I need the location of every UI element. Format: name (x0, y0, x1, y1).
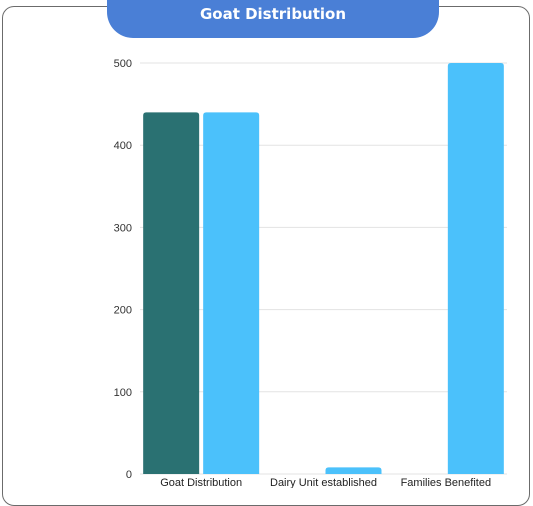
y-tick-label: 500 (114, 58, 132, 70)
chart-card (2, 6, 530, 506)
bar (203, 112, 260, 474)
x-tick-label: Families Benefited (401, 477, 492, 488)
y-tick-label: 100 (114, 387, 132, 399)
bar-chart: 0 100 200 300 400 500 Goat Distribution Dairy … (114, 58, 507, 488)
x-axis-labels: Goat Distribution Dairy Unit established F… (160, 477, 491, 488)
bar (447, 63, 504, 474)
bar (143, 112, 200, 474)
y-tick-label: 200 (114, 305, 132, 317)
y-tick-label: 300 (114, 222, 132, 234)
x-tick-label: Goat Distribution (160, 477, 242, 488)
gridlines (140, 62, 507, 475)
bar (325, 467, 382, 474)
y-tick-label: 400 (114, 140, 132, 152)
chart-title: Goat Distribution (199, 5, 347, 23)
y-tick-label: 0 (126, 469, 132, 481)
chart-title-banner: Goat Distribution (107, 0, 439, 38)
x-tick-label: Dairy Unit established (270, 477, 377, 488)
bars (143, 63, 504, 474)
y-axis-ticks: 0 100 200 300 400 500 (114, 58, 132, 481)
